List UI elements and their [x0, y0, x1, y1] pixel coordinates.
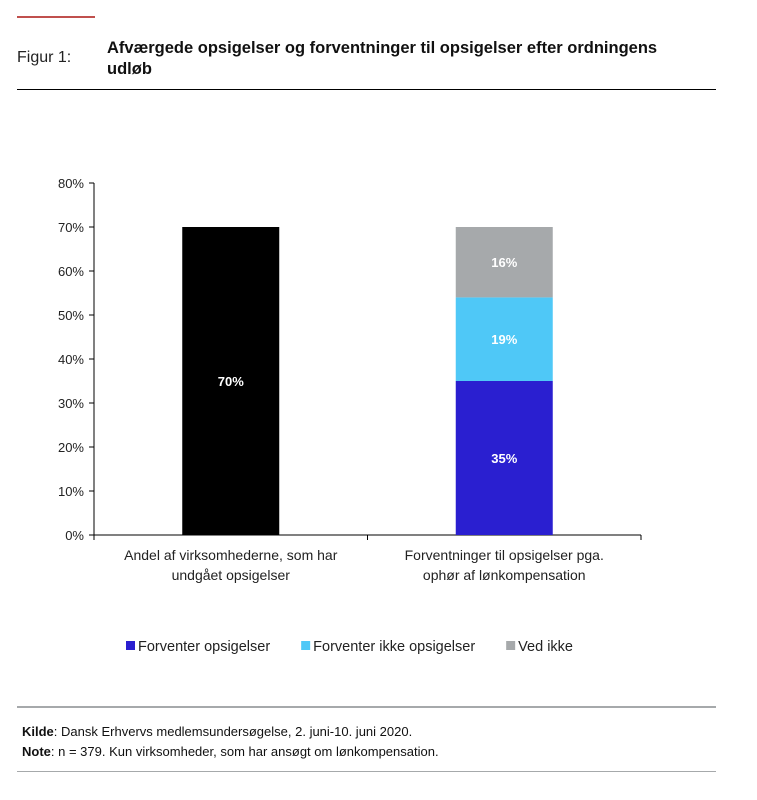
y-tick-label: 60% — [58, 264, 84, 279]
data-label: 19% — [491, 332, 517, 347]
y-tick-label: 80% — [58, 176, 84, 191]
x-tick-label: Forventninger til opsigelser pga. — [405, 547, 604, 563]
legend-swatch — [506, 641, 516, 650]
title-rule — [17, 89, 716, 90]
accent-line — [17, 16, 95, 18]
legend-label: Ved ikke — [518, 639, 573, 655]
y-tick-label: 40% — [58, 352, 84, 367]
legend-swatch — [126, 641, 135, 650]
data-label: 35% — [491, 451, 517, 466]
y-tick-label: 10% — [58, 484, 84, 499]
x-tick-label: ophør af lønkompensation — [423, 567, 586, 583]
legend-label: Forventer ikke opsigelser — [313, 639, 475, 655]
data-label: 16% — [491, 255, 517, 270]
bar-segment — [455, 227, 553, 298]
title-line-2: udløb — [107, 60, 152, 78]
y-tick-label: 70% — [58, 220, 84, 235]
x-tick-label: Andel af virksomhederne, som har — [124, 547, 338, 563]
source-label: Kilde — [22, 724, 54, 739]
bar-segment — [182, 227, 280, 535]
note-text: : n = 379. Kun virksomheder, som har ans… — [50, 744, 439, 759]
figure-label: Figur 1: — [17, 49, 72, 66]
y-tick-label: 50% — [58, 308, 84, 323]
title-line-1: Afværgede opsigelser og forventninger ti… — [107, 39, 658, 57]
legend-label: Forventer opsigelser — [138, 639, 270, 655]
note-label: Note — [22, 744, 51, 759]
bar-segment — [455, 297, 553, 381]
y-tick-label: 30% — [58, 396, 84, 411]
footer-rule-top — [17, 706, 716, 708]
y-tick-label: 20% — [58, 440, 84, 455]
x-tick-label: undgået opsigelser — [172, 567, 291, 583]
bar-segment — [455, 381, 553, 535]
note-line: Note: n = 379. Kun virksomheder, som har… — [22, 744, 439, 759]
source-text: : Dansk Erhvervs medlemsundersøgelse, 2.… — [53, 724, 413, 739]
footer-rule-bottom — [17, 771, 716, 772]
y-tick-label: 0% — [65, 528, 84, 543]
legend-swatch — [301, 641, 311, 650]
figure-title: Afværgede opsigelser og forventninger ti… — [107, 38, 657, 80]
data-label: 70% — [218, 374, 244, 389]
source-line: Kilde: Dansk Erhvervs medlemsundersøgels… — [22, 724, 412, 739]
